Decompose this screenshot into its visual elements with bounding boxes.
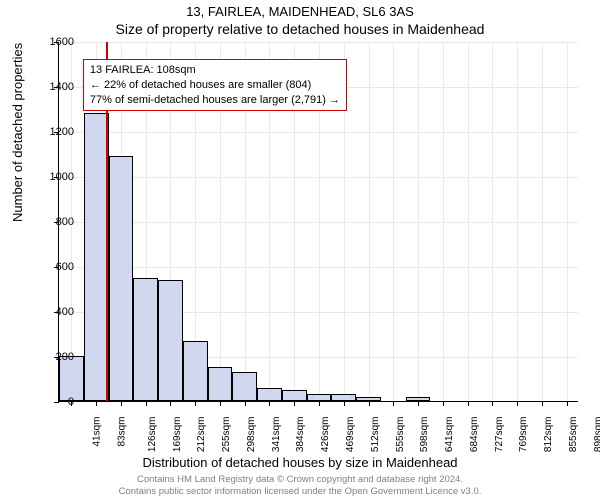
xtick-label: 555sqm [395, 417, 406, 453]
annotation-line-1: 13 FAIRLEA: 108sqm [90, 63, 340, 78]
x-axis-label: Distribution of detached houses by size … [0, 455, 600, 470]
gridline-v [418, 42, 419, 401]
xtick-mark [468, 401, 469, 406]
histogram-bar [158, 280, 183, 402]
xtick-mark [418, 401, 419, 406]
y-axis-label: Number of detached properties [10, 43, 25, 222]
xtick-mark [517, 401, 518, 406]
gridline-v [492, 42, 493, 401]
xtick-mark [269, 401, 270, 406]
gridline-v [393, 42, 394, 401]
xtick-mark [195, 401, 196, 406]
chart-title: Size of property relative to detached ho… [0, 19, 600, 37]
histogram-bar [208, 367, 233, 401]
xtick-mark [393, 401, 394, 406]
xtick-label: 812sqm [543, 417, 554, 453]
xtick-label: 83sqm [117, 417, 128, 447]
plot-area: 13 FAIRLEA: 108sqm← 22% of detached hous… [58, 42, 578, 402]
ytick-label: 400 [34, 306, 74, 318]
histogram-bar [257, 388, 282, 402]
histogram-bar [133, 278, 158, 401]
footer-line-2: Contains public sector information licen… [0, 486, 600, 498]
ytick-label: 600 [34, 261, 74, 273]
xtick-mark [170, 401, 171, 406]
annotation-box: 13 FAIRLEA: 108sqm← 22% of detached hous… [83, 59, 347, 112]
ytick-label: 0 [34, 396, 74, 408]
xtick-label: 126sqm [147, 417, 158, 453]
histogram-bar [84, 113, 109, 401]
histogram-bar [232, 372, 257, 401]
xtick-label: 769sqm [518, 417, 529, 453]
gridline-v [468, 42, 469, 401]
xtick-mark [567, 401, 568, 406]
histogram-bar [331, 394, 356, 401]
xtick-mark [319, 401, 320, 406]
xtick-mark [344, 401, 345, 406]
ytick-label: 1000 [34, 171, 74, 183]
xtick-label: 469sqm [345, 417, 356, 453]
xtick-label: 298sqm [246, 417, 257, 453]
xtick-label: 598sqm [419, 417, 430, 453]
xtick-label: 426sqm [320, 417, 331, 453]
xtick-mark [146, 401, 147, 406]
xtick-label: 898sqm [593, 417, 600, 453]
ytick-label: 800 [34, 216, 74, 228]
xtick-mark [542, 401, 543, 406]
xtick-label: 41sqm [92, 417, 103, 447]
footer-line-1: Contains HM Land Registry data © Crown c… [0, 474, 600, 486]
xtick-label: 512sqm [370, 417, 381, 453]
histogram-bar [183, 341, 208, 401]
plot-frame: 13 FAIRLEA: 108sqm← 22% of detached hous… [58, 42, 578, 402]
xtick-mark [220, 401, 221, 406]
annotation-line-2: ← 22% of detached houses are smaller (80… [90, 78, 340, 93]
chart-container: 13, FAIRLEA, MAIDENHEAD, SL6 3AS Size of… [0, 0, 600, 500]
histogram-bar [356, 397, 381, 402]
ytick-label: 1600 [34, 36, 74, 48]
xtick-mark [492, 401, 493, 406]
histogram-bar [406, 397, 431, 402]
xtick-label: 855sqm [568, 417, 579, 453]
histogram-bar [109, 156, 134, 401]
xtick-mark [96, 401, 97, 406]
gridline-v [567, 42, 568, 401]
xtick-label: 212sqm [197, 417, 208, 453]
gridline-v [517, 42, 518, 401]
xtick-mark [443, 401, 444, 406]
annotation-line-3: 77% of semi-detached houses are larger (… [90, 93, 340, 108]
xtick-label: 641sqm [444, 417, 455, 453]
xtick-mark [294, 401, 295, 406]
gridline-v [542, 42, 543, 401]
gridline-v [443, 42, 444, 401]
xtick-mark [121, 401, 122, 406]
ytick-label: 1400 [34, 81, 74, 93]
histogram-bar [307, 394, 332, 401]
address-line: 13, FAIRLEA, MAIDENHEAD, SL6 3AS [0, 0, 600, 19]
xtick-mark [369, 401, 370, 406]
xtick-label: 384sqm [296, 417, 307, 453]
xtick-label: 169sqm [172, 417, 183, 453]
ytick-label: 200 [34, 351, 74, 363]
xtick-label: 341sqm [271, 417, 282, 453]
xtick-label: 727sqm [494, 417, 505, 453]
histogram-bar [282, 390, 307, 401]
xtick-label: 684sqm [469, 417, 480, 453]
xtick-label: 255sqm [221, 417, 232, 453]
gridline-v [369, 42, 370, 401]
ytick-label: 1200 [34, 126, 74, 138]
attribution-footer: Contains HM Land Registry data © Crown c… [0, 474, 600, 498]
xtick-mark [245, 401, 246, 406]
